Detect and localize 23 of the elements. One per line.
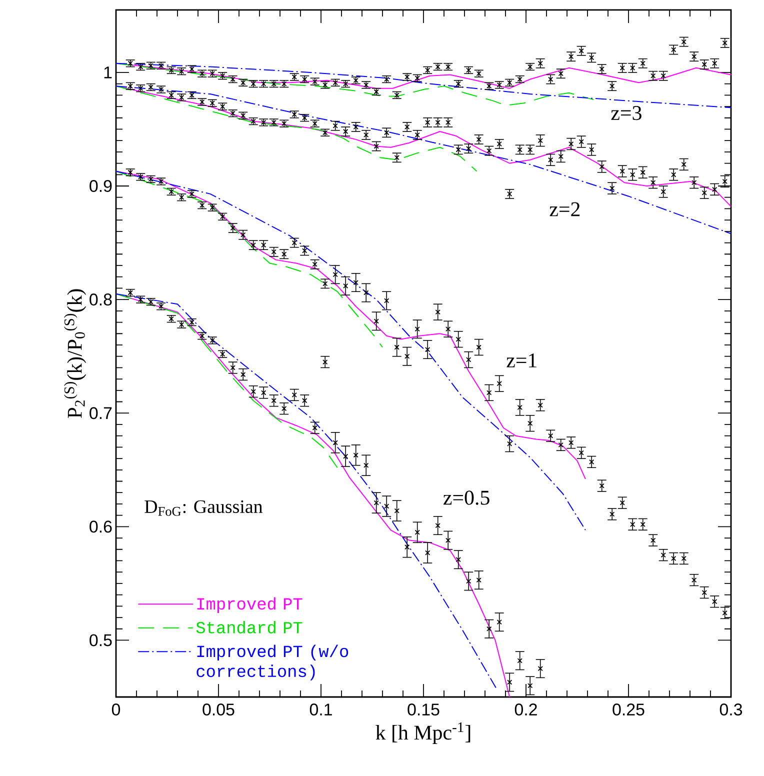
annotation: z=0.5 bbox=[444, 490, 490, 505]
y-axis-title: P$_{2}$$^{(S)}$(k)/P$_{0}$$^{(S)}$(k) bbox=[64, 289, 86, 418]
annotation: z=3 bbox=[611, 106, 642, 120]
y-tick-label: 0.6 bbox=[90, 520, 112, 533]
x-axis-title: k [h Mpc$^{-1}$] bbox=[376, 722, 470, 744]
x-tick-label: 0.25 bbox=[612, 704, 644, 716]
x-tick-label: 0.1 bbox=[310, 704, 332, 716]
y-tick-label: 1 bbox=[104, 66, 112, 78]
y-tick-label: 0.7 bbox=[90, 407, 112, 420]
x-tick-label: 0 bbox=[112, 704, 120, 716]
legend-label: Improved PT bbox=[197, 597, 302, 613]
y-tick-label: 0.9 bbox=[90, 180, 112, 192]
annotation: z=2 bbox=[550, 202, 580, 216]
x-tick-label: 0.05 bbox=[202, 704, 234, 716]
legend-label: Standard PT bbox=[196, 620, 302, 634]
x-tick-label: 0.2 bbox=[514, 704, 537, 716]
y-tick-label: 0.8 bbox=[90, 294, 112, 306]
y-tick-label: 0.5 bbox=[90, 634, 112, 646]
annotation: z=1 bbox=[506, 353, 536, 368]
x-tick-label: 0.3 bbox=[720, 704, 742, 716]
legend-label: Improved PT (w/o corrections) bbox=[196, 644, 348, 680]
annotation: D$_{FoG}$: Gaussian bbox=[144, 500, 263, 516]
x-tick-label: 0.15 bbox=[408, 704, 440, 716]
